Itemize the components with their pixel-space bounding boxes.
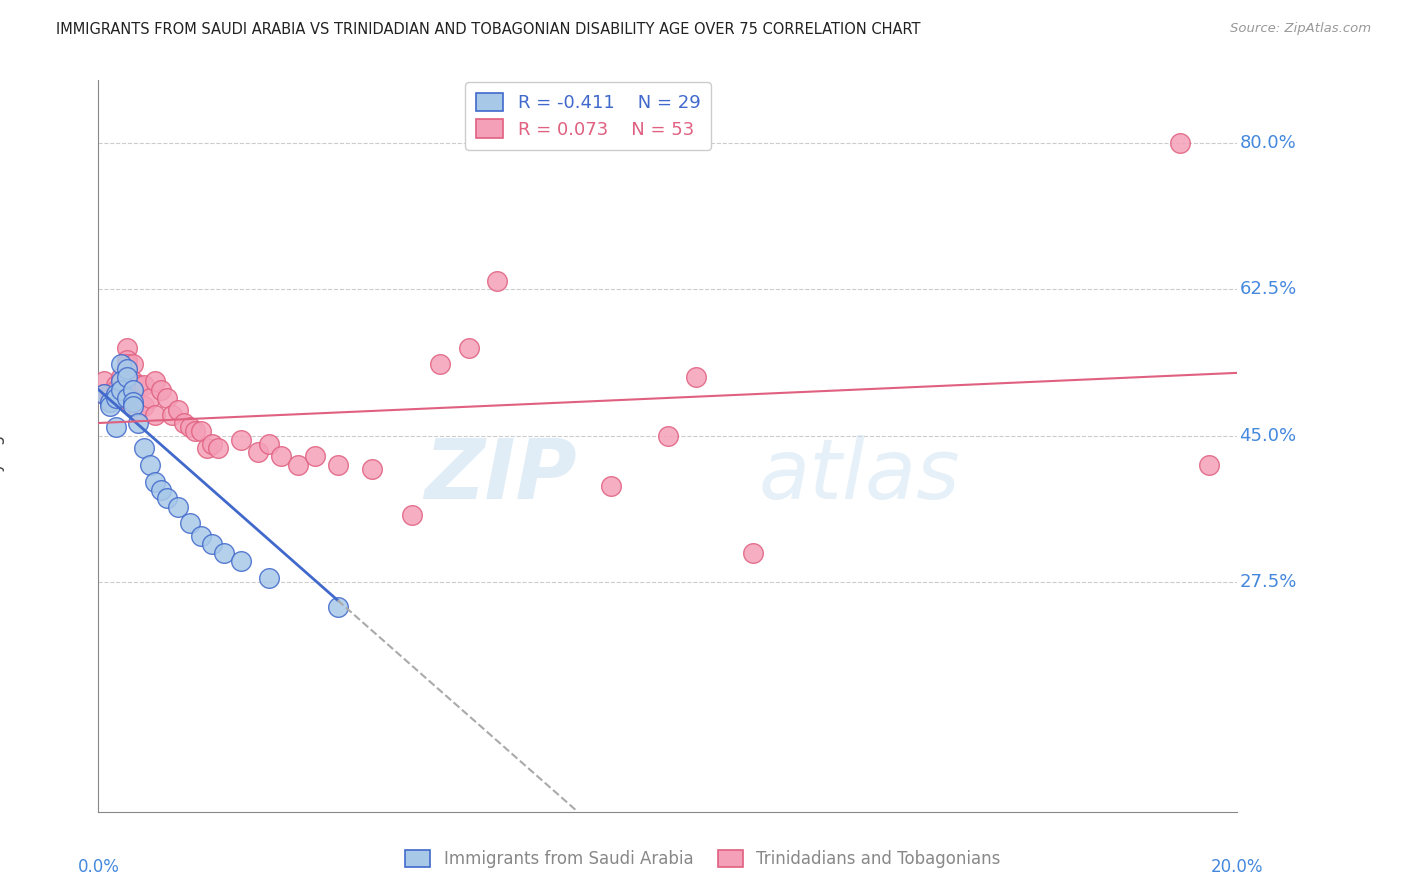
Point [156,391,179,405]
Point [229,433,252,447]
Text: 27.5%: 27.5% [1240,573,1296,591]
Point [486,274,509,288]
Point [150,483,173,497]
Point [190,425,212,439]
Point [98,391,121,405]
Point [110,391,132,405]
Point [190,529,212,543]
Text: ZIP: ZIP [425,434,576,516]
Point [98,395,121,409]
Point [259,571,281,585]
Point [360,462,382,476]
Point [1198,458,1220,472]
Point [145,408,167,422]
Point [201,437,224,451]
Point [93,386,115,401]
Point [132,378,155,392]
Point [138,458,160,472]
Point [110,358,132,372]
Point [287,458,309,472]
Point [121,374,143,388]
Point [246,445,269,459]
Legend: R = -0.411    N = 29, R = 0.073    N = 53: R = -0.411 N = 29, R = 0.073 N = 53 [465,82,711,150]
Point [138,391,160,405]
Point [121,395,143,409]
Text: 80.0%: 80.0% [1240,134,1296,152]
Point [115,361,138,376]
Point [98,386,121,401]
Point [110,374,132,388]
Point [270,450,292,464]
Point [104,378,127,392]
Point [121,399,143,413]
Point [162,408,184,422]
Point [115,341,138,355]
Point [167,500,190,514]
Point [127,416,149,430]
Point [98,395,121,409]
Point [207,441,229,455]
Point [401,508,423,522]
Point [121,383,143,397]
Point [326,599,349,614]
Point [1170,136,1192,150]
Point [104,383,127,397]
Point [742,545,765,559]
Point [201,537,224,551]
Point [326,458,349,472]
Point [93,386,115,401]
Point [110,383,132,397]
Point [104,391,127,405]
Point [259,437,281,451]
Point [145,475,167,489]
Text: atlas: atlas [759,434,960,516]
Point [173,416,195,430]
Point [127,378,149,392]
Point [104,391,127,405]
Point [110,383,132,397]
Point [179,516,201,531]
Point [167,403,190,417]
Point [184,425,207,439]
Point [121,358,143,372]
Text: 0.0%: 0.0% [77,858,120,876]
Point [104,386,127,401]
Point [93,374,115,388]
Point [121,399,143,413]
Point [115,370,138,384]
Point [429,358,451,372]
Point [179,420,201,434]
Point [115,391,138,405]
Legend: Immigrants from Saudi Arabia, Trinidadians and Tobagonians: Immigrants from Saudi Arabia, Trinidadia… [398,843,1008,875]
Text: 62.5%: 62.5% [1240,280,1296,298]
Point [457,341,479,355]
Point [304,450,326,464]
Point [110,370,132,384]
Text: IMMIGRANTS FROM SAUDI ARABIA VS TRINIDADIAN AND TOBAGONIAN DISABILITY AGE OVER 7: IMMIGRANTS FROM SAUDI ARABIA VS TRINIDAD… [56,22,921,37]
Point [156,491,179,506]
Point [145,374,167,388]
Text: 20.0%: 20.0% [1211,858,1264,876]
Point [132,441,155,455]
Point [104,420,127,434]
Point [115,358,138,372]
Text: Disability Age Over 75: Disability Age Over 75 [0,353,6,539]
Point [98,399,121,413]
Point [195,441,218,455]
Point [115,353,138,368]
Point [212,545,235,559]
Point [685,370,707,384]
Point [229,554,252,568]
Text: Source: ZipAtlas.com: Source: ZipAtlas.com [1230,22,1371,36]
Point [127,403,149,417]
Point [600,479,623,493]
Point [150,383,173,397]
Point [657,428,679,442]
Point [132,399,155,413]
Text: 45.0%: 45.0% [1240,426,1296,444]
